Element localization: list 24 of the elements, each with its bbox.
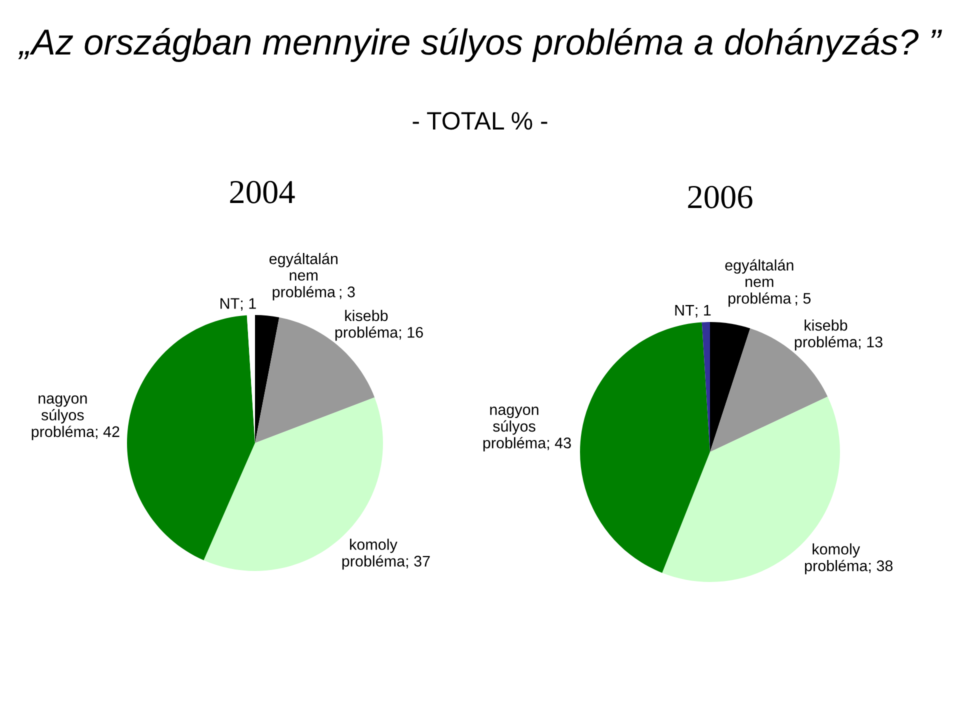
slice-label: nagyon súlyos probléma: [483, 406, 546, 452]
data-label: ; 42: [96, 426, 120, 439]
data-label: ; 13: [858, 336, 882, 350]
slice-label: komoly probléma: [805, 543, 868, 574]
slice-label: egyáltalán nem probléma: [725, 259, 794, 307]
data-label: ; 5: [796, 293, 811, 306]
data-label: ; 1: [241, 298, 256, 311]
slice-label: komoly probléma: [342, 538, 406, 570]
data-label: ; 3: [340, 286, 355, 300]
text: „Az országban mennyire súlyos probléma a dohányzás? ”: [18, 28, 942, 62]
data-label: ; 37: [406, 556, 430, 568]
slice-label: nagyon súlyos probléma: [32, 395, 95, 440]
chart-title: 2006: [688, 186, 752, 208]
data-label: ; 16: [399, 326, 423, 340]
chart-title: 2004: [230, 180, 295, 204]
slice-label: kisebb probléma: [794, 320, 858, 350]
slice-label: kisebb probléma: [335, 310, 398, 341]
slice-label: egyáltalán nem probléma: [269, 252, 338, 300]
slice-label: NT: [220, 298, 240, 309]
data-label: ; 1: [696, 305, 711, 318]
slice-label: NT: [675, 305, 694, 316]
data-label: ; 43: [547, 438, 571, 450]
text: - TOTAL % -: [412, 112, 548, 130]
data-label: ; 38: [869, 560, 893, 574]
